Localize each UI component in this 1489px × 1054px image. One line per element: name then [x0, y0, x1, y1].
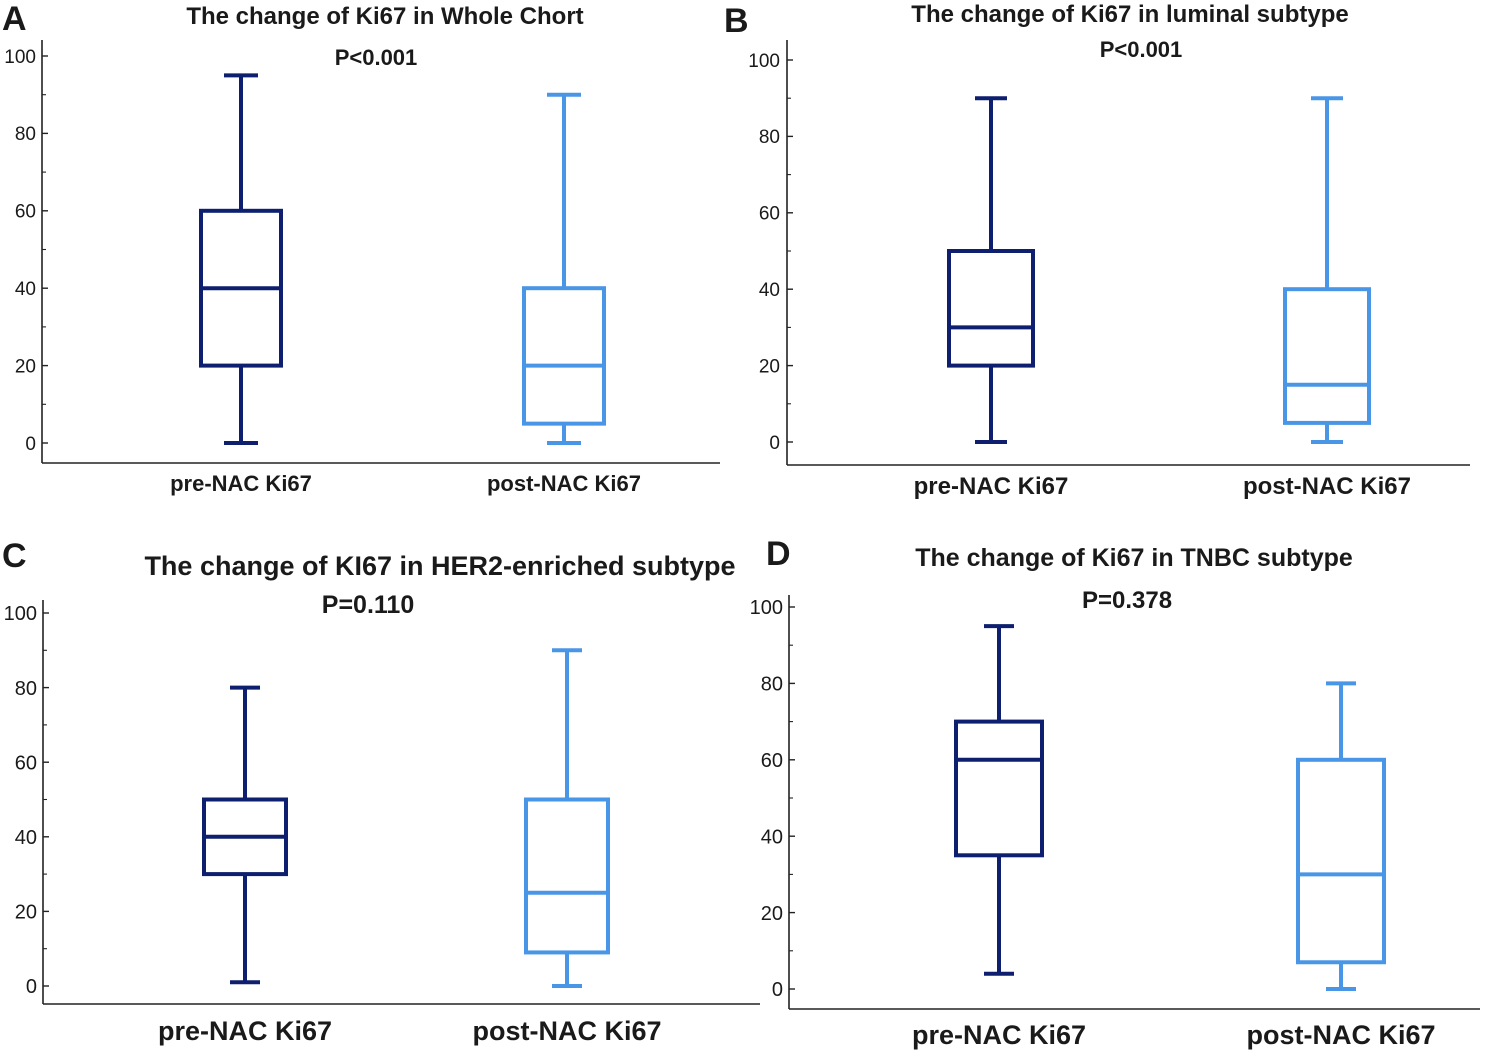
- box-plot-pre-nac: [954, 624, 1044, 976]
- y-tick-label: 100: [748, 51, 780, 72]
- y-tick-label: 20: [15, 356, 36, 377]
- panel-b-pvalue: P<0.001: [1100, 37, 1183, 62]
- iqr-box: [947, 249, 1035, 368]
- y-tick-label: 0: [25, 434, 36, 455]
- y-tick-label: 60: [759, 204, 780, 225]
- y-tick-label: 40: [15, 827, 37, 849]
- y-tick-label: 0: [769, 433, 780, 454]
- y-tick-label: 80: [15, 678, 37, 700]
- panel-c-plot: 0 20 40 60 80 100 pre-NAC Ki67 post-NAC Ki67: [4, 600, 760, 1046]
- iqr-box: [524, 797, 610, 955]
- y-tick-label: 60: [761, 750, 783, 772]
- iqr-box: [954, 719, 1044, 858]
- box-plot-post-nac: [1283, 96, 1371, 444]
- panel-a: A The change of Ki67 in Whole Chort P<0.…: [2, 0, 720, 496]
- box-plot-post-nac: [522, 92, 606, 445]
- panel-d: D The change of Ki67 in TNBC subtype P=0…: [750, 535, 1480, 1050]
- panel-d-title: The change of Ki67 in TNBC subtype: [915, 544, 1353, 572]
- panel-b-title: The change of Ki67 in luminal subtype: [911, 1, 1348, 28]
- x-category-label: pre-NAC Ki67: [158, 1016, 332, 1046]
- y-tick-label: 100: [4, 47, 36, 68]
- box-plot-post-nac: [524, 648, 610, 988]
- iqr-box: [522, 286, 606, 426]
- y-tick-label: 80: [15, 124, 36, 145]
- y-tick-label: 40: [15, 279, 36, 300]
- x-category-label: post-NAC Ki67: [1246, 1020, 1435, 1050]
- box-plot-pre-nac: [947, 96, 1035, 444]
- y-tick-label: 20: [761, 903, 783, 925]
- y-tick-label: 0: [772, 979, 783, 1001]
- x-category-label: post-NAC Ki67: [487, 471, 641, 496]
- iqr-box: [1296, 757, 1386, 965]
- panel-b: B The change of Ki67 in luminal subtype …: [724, 1, 1470, 500]
- y-tick-label: 80: [759, 127, 780, 148]
- box-plot-pre-nac: [199, 73, 283, 445]
- panel-a-pvalue: P<0.001: [335, 45, 418, 70]
- panel-letter-a: A: [2, 0, 27, 38]
- y-tick-label: 20: [759, 356, 780, 377]
- panel-c-pvalue: P=0.110: [322, 591, 414, 619]
- x-category-label: post-NAC Ki67: [472, 1016, 661, 1046]
- y-tick-label: 60: [15, 752, 37, 774]
- y-tick-label: 40: [761, 826, 783, 848]
- y-tick-label: 100: [4, 603, 37, 625]
- panel-a-plot: 0 20 40 60 80 100 pre-NAC Ki67 post-NAC Ki67: [4, 40, 720, 496]
- y-tick-label: 0: [26, 976, 37, 998]
- box-plot-post-nac: [1296, 681, 1386, 991]
- panel-a-title: The change of Ki67 in Whole Chort: [186, 3, 583, 30]
- panel-d-pvalue: P=0.378: [1082, 587, 1172, 614]
- y-tick-label: 100: [750, 597, 783, 619]
- y-tick-label: 40: [759, 280, 780, 301]
- iqr-box: [1283, 287, 1371, 425]
- box-plot-pre-nac: [202, 685, 288, 985]
- panel-letter-c: C: [2, 537, 27, 575]
- panel-d-plot: 0 20 40 60 80 100 pre-NAC Ki67 post-NAC Ki67: [750, 595, 1480, 1050]
- y-tick-label: 80: [761, 674, 783, 696]
- x-category-label: pre-NAC Ki67: [912, 1020, 1086, 1050]
- panel-letter-d: D: [766, 535, 791, 573]
- x-category-label: post-NAC Ki67: [1243, 473, 1411, 500]
- y-tick-label: 60: [15, 202, 36, 223]
- x-category-label: pre-NAC Ki67: [914, 473, 1069, 500]
- panel-c: C The change of KI67 in HER2-enriched su…: [2, 537, 760, 1046]
- panel-b-plot: 0 20 40 60 80 100 pre-NAC Ki67 post-NAC Ki67: [748, 40, 1470, 500]
- y-tick-label: 20: [15, 902, 37, 924]
- panel-letter-b: B: [724, 2, 749, 40]
- x-category-label: pre-NAC Ki67: [170, 471, 312, 496]
- panel-c-title: The change of KI67 in HER2-enriched subt…: [144, 551, 735, 581]
